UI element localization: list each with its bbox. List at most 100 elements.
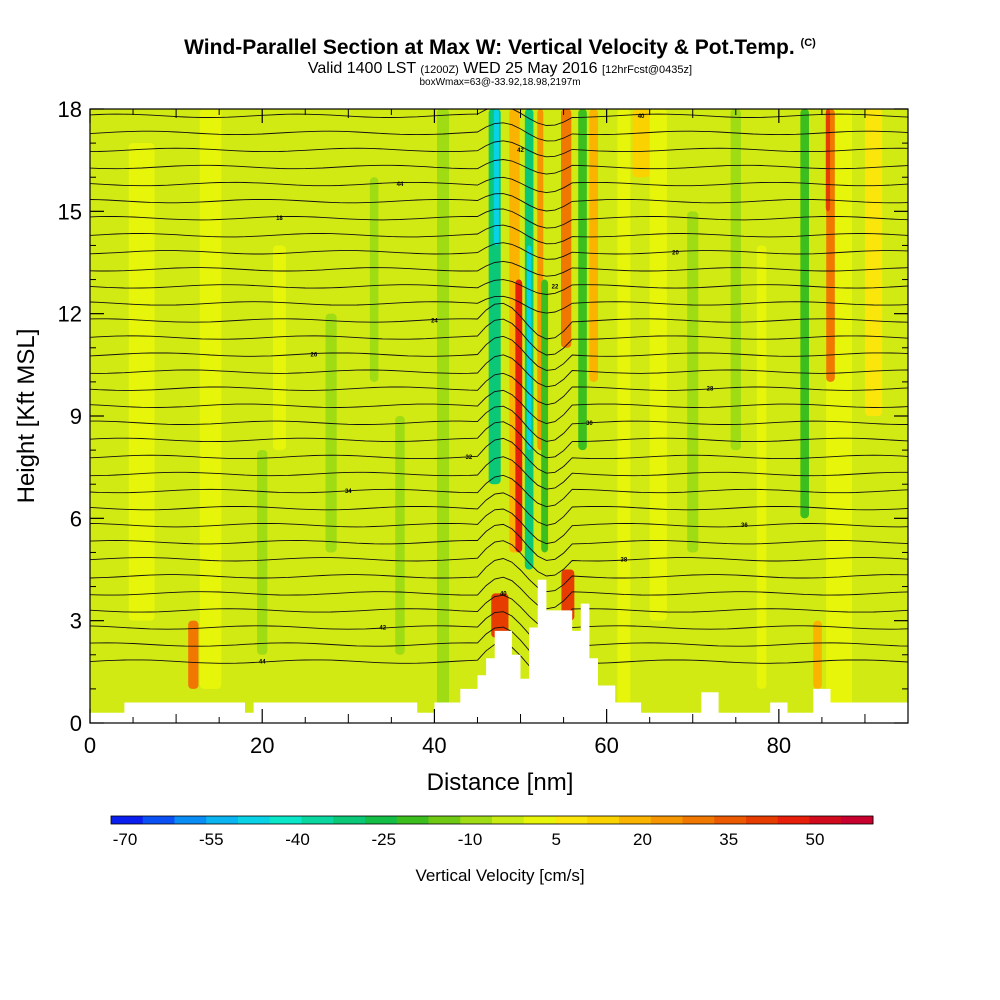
colorbar-tick-label: 5 xyxy=(552,830,561,849)
colorbar-swatch xyxy=(523,816,556,824)
subtitle-valid: Valid 1400 LST xyxy=(307,60,416,77)
y-tick-label: 15 xyxy=(58,199,82,224)
contour-label: 30 xyxy=(586,421,593,427)
colorbar-swatch xyxy=(365,816,398,824)
vertical-velocity-plume xyxy=(257,450,268,655)
contour-label: 40 xyxy=(638,114,645,120)
x-axis-label: Distance [nm] xyxy=(427,769,574,796)
colorbar-swatch xyxy=(682,816,715,824)
contour-label: 24 xyxy=(431,318,438,324)
potential-temperature-contour xyxy=(90,611,908,647)
potential-temperature-contour xyxy=(90,176,908,194)
colorbar-swatch xyxy=(555,816,588,824)
potential-temperature-contour xyxy=(90,242,908,260)
vertical-velocity-plume xyxy=(541,279,549,553)
contour-label: 38 xyxy=(621,557,628,563)
box-max-note: boxWmax=63@-33.92,18.98,2197m xyxy=(419,77,581,88)
vertical-velocity-plume xyxy=(491,593,509,638)
x-tick-label: 80 xyxy=(767,733,791,758)
vertical-velocity-plume xyxy=(128,143,155,621)
colorbar-tick-label: 20 xyxy=(633,830,652,849)
potential-temperature-contour xyxy=(90,354,908,388)
vertical-velocity-plume xyxy=(272,245,286,451)
contour-label: 36 xyxy=(741,523,748,529)
vertical-velocity-plume xyxy=(589,109,599,382)
vertical-velocity-plume xyxy=(687,211,699,553)
potential-temperature-contour xyxy=(90,224,908,245)
y-tick-label: 18 xyxy=(58,97,82,122)
colorbar-swatch xyxy=(111,816,144,824)
colorbar-tick-label: -25 xyxy=(371,830,396,849)
vertical-velocity-plume xyxy=(395,416,405,655)
colorbar-frame xyxy=(110,815,874,825)
potential-temperature-contour xyxy=(90,508,908,545)
potential-temperature-contour xyxy=(90,279,908,295)
colorbar-tick-label: -55 xyxy=(199,830,224,849)
vertical-velocity-plume xyxy=(864,109,883,416)
y-tick-label: 12 xyxy=(58,302,82,327)
colorbar-swatch xyxy=(269,816,302,824)
colorbar-swatch xyxy=(301,816,334,824)
colorbar-swatch xyxy=(333,816,366,824)
y-tick-label: 0 xyxy=(70,711,82,736)
subtitle-zulu: (1200Z) xyxy=(420,64,459,76)
potential-temperature-contour xyxy=(90,456,908,490)
potential-temperature-contour xyxy=(90,140,908,158)
potential-temperature-contour xyxy=(90,437,908,474)
chart-title-mark: (C) xyxy=(800,37,816,49)
colorbar-tick-label: -40 xyxy=(285,830,310,849)
colorbar: -70 -55 -40 -25 -10 5 20 35 50 xyxy=(110,815,874,849)
vertical-velocity-plume xyxy=(730,109,741,451)
potential-temperature-contour xyxy=(90,626,908,664)
colorbar-label: Vertical Velocity [cm/s] xyxy=(415,866,584,885)
potential-temperature-contour xyxy=(90,372,908,406)
colorbar-tick-label: -70 xyxy=(113,830,138,849)
potential-temperature-contour xyxy=(90,122,908,142)
contour-label: 40 xyxy=(500,591,507,597)
potential-temperature-contour xyxy=(90,109,908,126)
y-tick-label: 3 xyxy=(70,609,82,634)
vertical-velocity-plume xyxy=(617,109,631,723)
colorbar-swatch xyxy=(142,816,175,824)
colorbar-swatch xyxy=(587,816,620,824)
contour-label: 20 xyxy=(672,250,679,256)
potential-temperature-contour xyxy=(90,523,908,561)
potential-temperature-contour xyxy=(90,193,908,212)
contour-label: 22 xyxy=(552,284,559,290)
colorbar-swatch xyxy=(460,816,493,824)
potential-temperature-contour xyxy=(90,389,908,424)
potential-temperature-contour xyxy=(90,558,908,593)
potential-temperature-contour xyxy=(90,159,908,175)
chart-title: Wind-Parallel Section at Max W: Vertical… xyxy=(0,36,1000,60)
contour-label: 44 xyxy=(259,660,266,666)
x-tick-label: 20 xyxy=(250,733,274,758)
terrain-profile xyxy=(90,579,908,723)
vertical-velocity-plume xyxy=(578,109,587,451)
potential-temperature-contour xyxy=(90,302,908,340)
colorbar-tick-label: -10 xyxy=(458,830,483,849)
colorbar-swatch xyxy=(809,816,842,824)
subtitle-date: WED 25 May 2016 xyxy=(463,60,598,77)
colorbar-swatch xyxy=(777,816,810,824)
chart-title-text: Wind-Parallel Section at Max W: Vertical… xyxy=(184,36,795,59)
potential-temperature-contour xyxy=(90,594,908,628)
potential-temperature-contour xyxy=(90,492,908,526)
x-tick-label: 40 xyxy=(422,733,446,758)
y-tick-label: 6 xyxy=(70,506,82,531)
potential-temperature-contour xyxy=(90,208,908,229)
terrain xyxy=(90,579,908,723)
vertical-velocity-plume xyxy=(437,109,450,723)
colorbar-swatch xyxy=(650,816,683,824)
colorbar-swatch xyxy=(238,816,271,824)
subtitle-forecast: [12hrFcst@0435z] xyxy=(602,64,693,76)
y-axis-label: Height [Kft MSL] xyxy=(13,329,40,504)
potential-temperature-contour xyxy=(90,421,908,459)
vertical-velocity-plume xyxy=(756,245,767,689)
contour-label: 18 xyxy=(276,216,283,222)
potential-temperature-contour xyxy=(90,318,908,356)
vertical-velocity-plume xyxy=(561,569,575,621)
vertical-velocity-plume xyxy=(825,109,831,212)
contour-label: 32 xyxy=(466,455,473,461)
